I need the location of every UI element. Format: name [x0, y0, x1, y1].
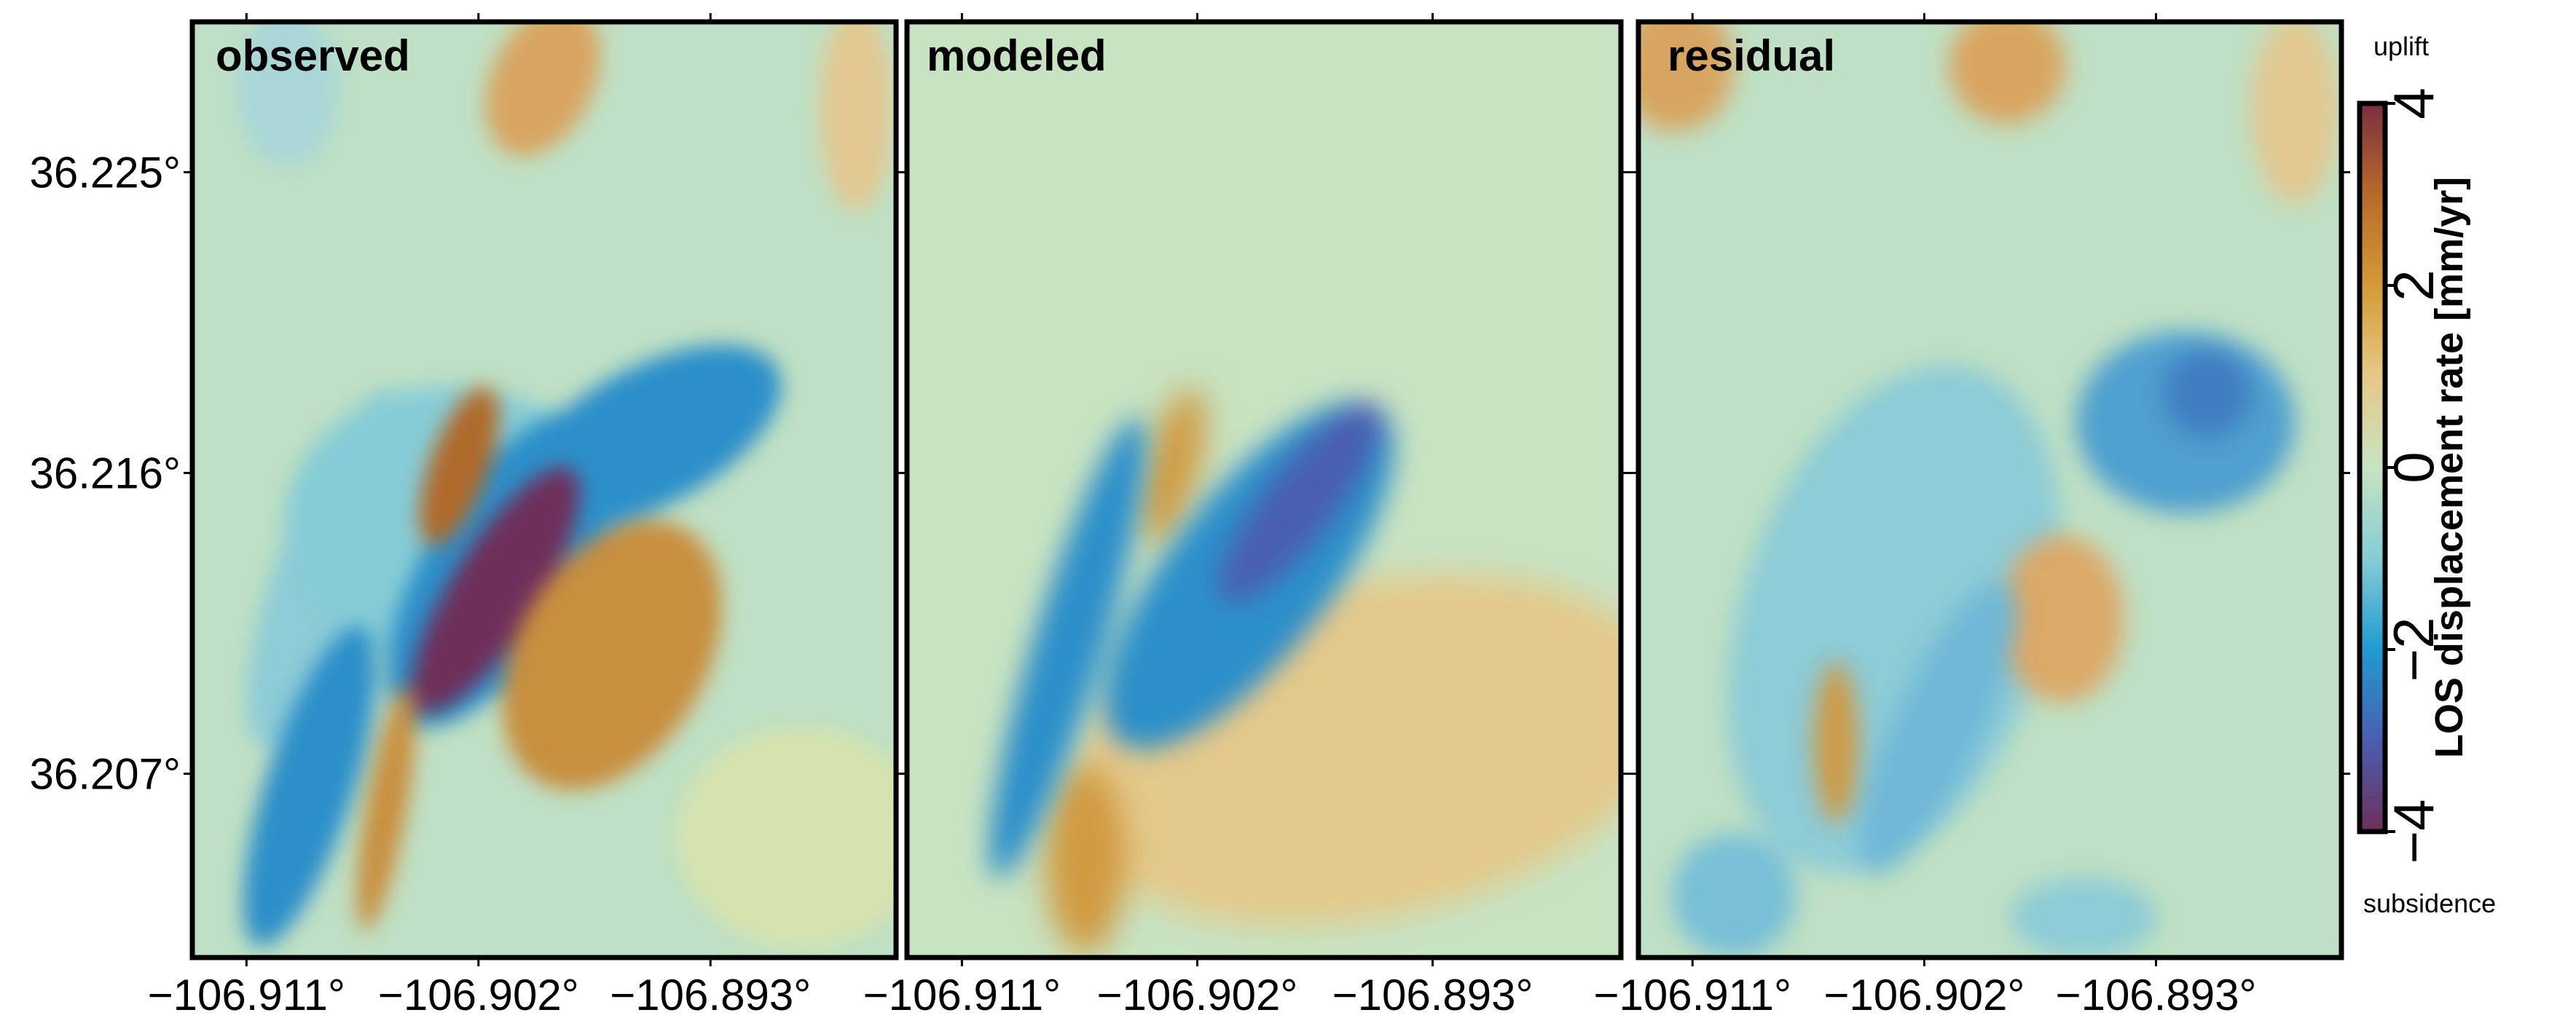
colorbar-ticks: 4 2 0 −2 −4	[2381, 87, 2446, 864]
anomaly-lobe	[485, 22, 600, 156]
anomaly-lobe	[411, 467, 580, 713]
x-tick-label: −106.902°	[1823, 971, 2025, 1019]
panel-observed: observed	[189, 19, 899, 960]
anomaly-lobe	[419, 387, 499, 545]
anomaly-lobe	[989, 418, 1145, 878]
anomaly-lobe	[237, 22, 339, 167]
anomaly-lobe	[243, 626, 377, 947]
anomaly-lobe	[2164, 350, 2251, 437]
anomaly-lobe	[356, 686, 416, 931]
colorbar: uplift 4 2 0 −2 −4 LOS displacement rate [mm…	[2357, 31, 2496, 918]
panel-title: modeled	[927, 31, 1107, 80]
anomaly-lobe	[1859, 582, 2017, 875]
heatmap-observed	[192, 22, 896, 958]
anomaly-lobe	[1140, 388, 1206, 544]
x-tick-label: −106.902°	[1097, 971, 1298, 1019]
colorbar-tick-label: −2	[2381, 617, 2446, 682]
colorbar-bottom-label: subsidence	[2363, 888, 2496, 918]
panel-title: residual	[1668, 31, 1835, 80]
anomaly-lobe	[2011, 877, 2156, 958]
anomaly-lobe	[678, 728, 896, 947]
heatmap-residual	[1638, 22, 2341, 958]
heatmap-modeled	[907, 22, 1621, 958]
x-tick-label: −106.911°	[863, 971, 1061, 1019]
colorbar-tick-label: 4	[2381, 87, 2446, 119]
anomaly-lobe	[820, 22, 892, 211]
anomaly-lobe	[1045, 765, 1126, 954]
y-tick-label: 36.225°	[29, 149, 181, 197]
anomaly-lobe	[1638, 22, 1734, 131]
anomaly-lobe	[502, 521, 722, 790]
x-tick-label: −106.893°	[610, 971, 811, 1019]
panel-frame	[189, 19, 899, 960]
x-tick-label: −106.911°	[148, 971, 345, 1019]
colorbar-tick-label: 0	[2381, 451, 2446, 483]
colorbar-gradient	[2357, 100, 2388, 834]
axes: −106.911° −106.902° −106.893° −106.911° −106…	[29, 13, 2350, 1019]
anomaly-lobe	[1814, 663, 1858, 823]
colorbar-tick-label: −4	[2381, 800, 2446, 864]
panel-residual: residual	[1635, 19, 2344, 960]
anomaly-lobe	[2251, 22, 2339, 204]
x-tick-label: −106.893°	[1332, 971, 1534, 1019]
colorbar-top-label: uplift	[2373, 31, 2429, 61]
x-tick-label: −106.893°	[2056, 971, 2257, 1019]
panel-frame	[904, 19, 1624, 960]
anomaly-lobe	[1672, 834, 1796, 958]
panel-frame	[1635, 19, 2344, 960]
panel-title: observed	[216, 31, 410, 80]
y-tick-label: 36.216°	[29, 449, 181, 498]
panel-modeled: modeled	[904, 19, 1624, 960]
anomaly-lobe	[2000, 535, 2124, 703]
x-tick-label: −106.902°	[378, 971, 579, 1019]
anomaly-lobe	[1949, 22, 2065, 124]
anomaly-lobe	[1219, 402, 1382, 603]
colorbar-axis-label: LOS displacement rate [mm/yr]	[2427, 177, 2471, 758]
y-tick-label: 36.207°	[29, 750, 181, 799]
colorbar-tick-label: 2	[2381, 269, 2446, 301]
x-tick-label: −106.911°	[1593, 971, 1791, 1019]
